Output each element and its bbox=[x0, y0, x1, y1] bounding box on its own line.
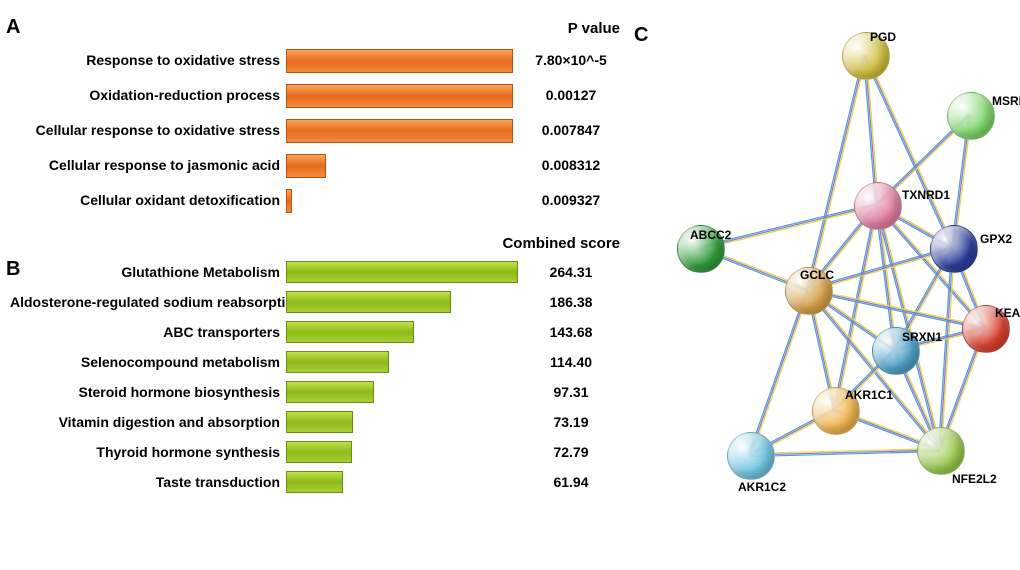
chart-b-row: ABC transporters 143.68 bbox=[10, 317, 630, 347]
row-value: 0.008312 bbox=[516, 157, 626, 173]
node-label: PGD bbox=[870, 30, 896, 44]
row-value: 72.79 bbox=[516, 444, 626, 460]
row-value: 114.40 bbox=[516, 354, 626, 370]
row-value: 0.007847 bbox=[516, 122, 626, 138]
row-label: Cellular response to oxidative stress bbox=[10, 122, 286, 138]
bar bbox=[286, 381, 374, 403]
bar bbox=[286, 84, 513, 108]
bar bbox=[286, 49, 513, 73]
chart-a-header: P value bbox=[568, 20, 620, 37]
bar bbox=[286, 351, 389, 373]
chart-b-row: Thyroid hormone synthesis 72.79 bbox=[10, 437, 630, 467]
row-value: 7.80×10^-5 bbox=[516, 52, 626, 68]
node-label: TXNRD1 bbox=[902, 188, 950, 202]
node-label: GPX2 bbox=[980, 232, 1012, 246]
row-value: 61.94 bbox=[516, 474, 626, 490]
row-value: 264.31 bbox=[516, 264, 626, 280]
node-label: ABCC2 bbox=[690, 228, 731, 242]
bar bbox=[286, 154, 326, 178]
chart-b-row: Steroid hormone biosynthesis 97.31 bbox=[10, 377, 630, 407]
row-label: Taste transduction bbox=[10, 474, 286, 490]
bar bbox=[286, 119, 513, 143]
node-nfe2l2 bbox=[917, 427, 965, 475]
bar bbox=[286, 291, 451, 313]
bar bbox=[286, 321, 414, 343]
node-txnrd1 bbox=[854, 182, 902, 230]
row-value: 143.68 bbox=[516, 324, 626, 340]
row-value: 0.009327 bbox=[516, 192, 626, 208]
row-label: Cellular oxidant detoxification bbox=[10, 192, 286, 208]
row-label: Glutathione Metabolism bbox=[10, 264, 286, 280]
network-diagram: PGDMSRB1TXNRD1GPX2ABCC2GCLCKEAP1SRXN1AKR… bbox=[640, 10, 1010, 560]
chart-a-row: Oxidation-reduction process 0.00127 bbox=[10, 77, 630, 112]
bar bbox=[286, 471, 343, 493]
row-label: ABC transporters bbox=[10, 324, 286, 340]
row-value: 73.19 bbox=[516, 414, 626, 430]
chart-b-row: Vitamin digestion and absorption 73.19 bbox=[10, 407, 630, 437]
panel-a-label: A bbox=[6, 16, 20, 39]
chart-a-row: Cellular response to jasmonic acid 0.0083… bbox=[10, 147, 630, 182]
bar bbox=[286, 411, 353, 433]
row-label: Aldosterone-regulated sodium reabsorptio… bbox=[10, 294, 286, 310]
node-label: AKR1C1 bbox=[845, 388, 893, 402]
node-msrb1 bbox=[947, 92, 995, 140]
chart-b-header: Combined score bbox=[502, 235, 620, 252]
bar bbox=[286, 189, 292, 213]
row-label: Vitamin digestion and absorption bbox=[10, 414, 286, 430]
row-label: Thyroid hormone synthesis bbox=[10, 444, 286, 460]
row-value: 0.00127 bbox=[516, 87, 626, 103]
node-label: AKR1C2 bbox=[738, 480, 786, 494]
row-value: 186.38 bbox=[516, 294, 626, 310]
chart-a-row: Cellular response to oxidative stress 0.0… bbox=[10, 112, 630, 147]
row-label: Selenocompound metabolism bbox=[10, 354, 286, 370]
bar bbox=[286, 261, 518, 283]
chart-a-row: Cellular oxidant detoxification 0.009327 bbox=[10, 182, 630, 217]
chart-b-row: Glutathione Metabolism 264.31 bbox=[10, 257, 630, 287]
chart-b-row: Selenocompound metabolism 114.40 bbox=[10, 347, 630, 377]
node-label: KEAP1 bbox=[995, 306, 1020, 320]
row-label: Cellular response to jasmonic acid bbox=[10, 157, 286, 173]
bar bbox=[286, 441, 352, 463]
chart-b-row: Aldosterone-regulated sodium reabsorptio… bbox=[10, 287, 630, 317]
node-label: MSRB1 bbox=[992, 94, 1020, 108]
chart-a-row: Response to oxidative stress 7.80×10^-5 bbox=[10, 42, 630, 77]
node-gpx2 bbox=[930, 225, 978, 273]
row-label: Steroid hormone biosynthesis bbox=[10, 384, 286, 400]
chart-b-row: Taste transduction 61.94 bbox=[10, 467, 630, 497]
row-label: Response to oxidative stress bbox=[10, 52, 286, 68]
chart-b: Combined score Glutathione Metabolism264… bbox=[10, 257, 630, 497]
node-label: SRXN1 bbox=[902, 330, 942, 344]
row-value: 97.31 bbox=[516, 384, 626, 400]
node-label: GCLC bbox=[800, 268, 834, 282]
chart-a: P value Response to oxidative stress7.80… bbox=[10, 42, 630, 217]
node-akr1c2 bbox=[727, 432, 775, 480]
node-label: NFE2L2 bbox=[952, 472, 997, 486]
row-label: Oxidation-reduction process bbox=[10, 87, 286, 103]
